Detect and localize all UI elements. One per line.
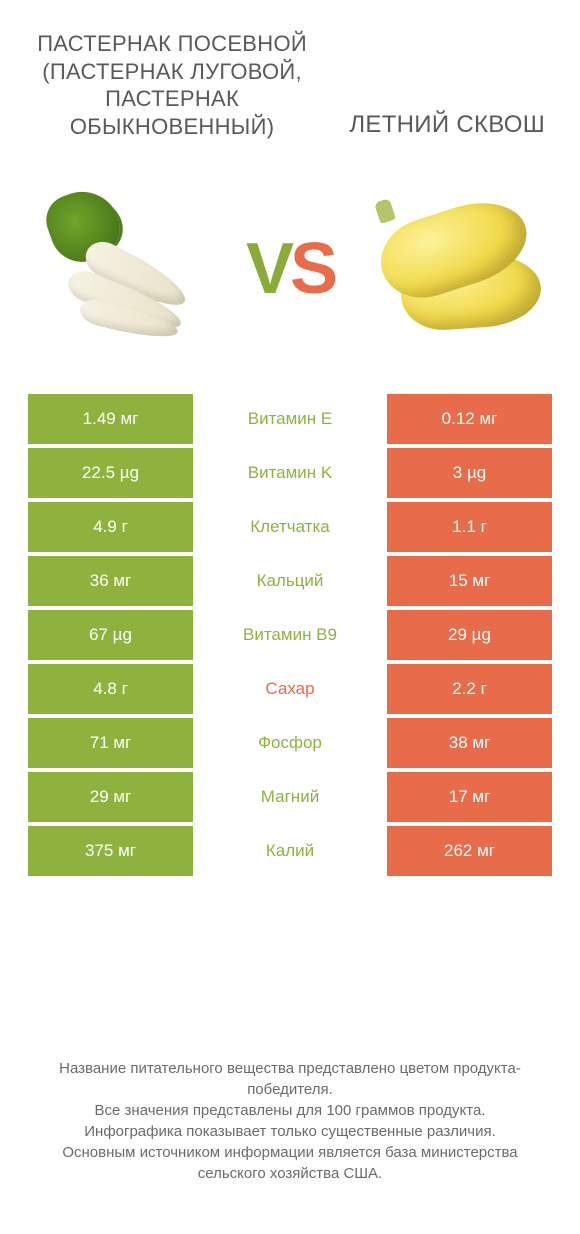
table-row: 4.9 гКлетчатка1.1 г (28, 502, 552, 552)
cell-nutrient-label: Клетчатка (197, 502, 383, 552)
cell-right-value: 15 мг (387, 556, 552, 606)
cell-nutrient-label: Витамин E (197, 394, 383, 444)
cell-left-value: 1.49 мг (28, 394, 193, 444)
cell-nutrient-label: Сахар (197, 664, 383, 714)
table-row: 29 мгМагний17 мг (28, 772, 552, 822)
footer-notes: Название питательного вещества представл… (28, 1058, 552, 1184)
table-row: 71 мгФосфор38 мг (28, 718, 552, 768)
cell-left-value: 4.9 г (28, 502, 193, 552)
footer-line: Название питательного вещества представл… (34, 1058, 546, 1100)
cell-right-value: 3 µg (387, 448, 552, 498)
cell-left-value: 375 мг (28, 826, 193, 876)
vs-row: VS (28, 174, 552, 364)
comparison-table: 1.49 мгВитамин E0.12 мг22.5 µgВитамин K3… (28, 394, 552, 876)
cell-nutrient-label: Магний (197, 772, 383, 822)
cell-right-value: 262 мг (387, 826, 552, 876)
parsnip-icon (43, 189, 203, 349)
cell-left-value: 67 µg (28, 610, 193, 660)
cell-nutrient-label: Кальций (197, 556, 383, 606)
comparison-infographic: ПАСТЕРНАК ПОСЕВНОЙ (ПАСТЕРНАК ЛУГОВОЙ, П… (0, 0, 580, 1234)
table-row: 4.8 гСахар2.2 г (28, 664, 552, 714)
title-right: ЛЕТНИЙ СКВОШ (342, 110, 552, 140)
cell-nutrient-label: Фосфор (197, 718, 383, 768)
title-left: ПАСТЕРНАК ПОСЕВНОЙ (ПАСТЕРНАК ЛУГОВОЙ, П… (28, 30, 316, 140)
cell-left-value: 36 мг (28, 556, 193, 606)
table-row: 1.49 мгВитамин E0.12 мг (28, 394, 552, 444)
table-row: 22.5 µgВитамин K3 µg (28, 448, 552, 498)
vs-label: VS (246, 228, 334, 310)
product-left-image (28, 174, 218, 364)
product-right-image (362, 174, 552, 364)
footer-line: Все значения представлены для 100 граммо… (34, 1100, 546, 1121)
cell-left-value: 71 мг (28, 718, 193, 768)
vs-s: S (290, 229, 334, 309)
table-row: 36 мгКальций15 мг (28, 556, 552, 606)
table-row: 67 µgВитамин B929 µg (28, 610, 552, 660)
cell-right-value: 0.12 мг (387, 394, 552, 444)
cell-right-value: 2.2 г (387, 664, 552, 714)
cell-left-value: 4.8 г (28, 664, 193, 714)
footer-line: Инфографика показывает только существенн… (34, 1121, 546, 1142)
cell-right-value: 1.1 г (387, 502, 552, 552)
vs-v: V (246, 229, 290, 309)
cell-right-value: 17 мг (387, 772, 552, 822)
titles-row: ПАСТЕРНАК ПОСЕВНОЙ (ПАСТЕРНАК ЛУГОВОЙ, П… (28, 30, 552, 140)
cell-nutrient-label: Витамин B9 (197, 610, 383, 660)
cell-nutrient-label: Витамин K (197, 448, 383, 498)
cell-nutrient-label: Калий (197, 826, 383, 876)
cell-left-value: 29 мг (28, 772, 193, 822)
cell-right-value: 29 µg (387, 610, 552, 660)
table-row: 375 мгКалий262 мг (28, 826, 552, 876)
footer-line: Основным источником информации является … (34, 1142, 546, 1184)
cell-left-value: 22.5 µg (28, 448, 193, 498)
squash-icon (367, 184, 547, 354)
cell-right-value: 38 мг (387, 718, 552, 768)
